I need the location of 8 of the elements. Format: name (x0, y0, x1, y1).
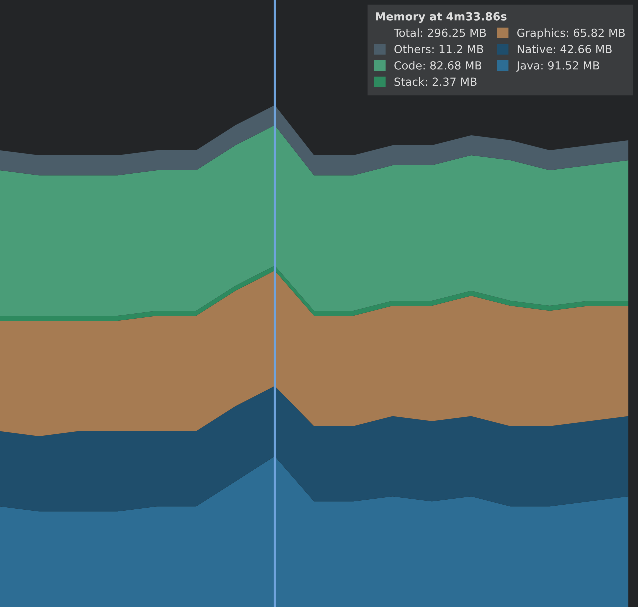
legend-label: Native: 42.66 MB (518, 44, 612, 54)
legend-label: Graphics: 65.82 MB (518, 28, 625, 40)
legend-label: Stack: 2.37 MB (394, 78, 477, 86)
text: Total: 296.25 MB (394, 28, 486, 38)
legend-label: Others: 11.2 MB (394, 44, 484, 54)
legend-label: Code: 82.68 MB (394, 61, 482, 70)
legend-title: Memory at 4m33.86s (376, 12, 507, 24)
legend-label: Java: 91.52 MB (516, 61, 600, 72)
